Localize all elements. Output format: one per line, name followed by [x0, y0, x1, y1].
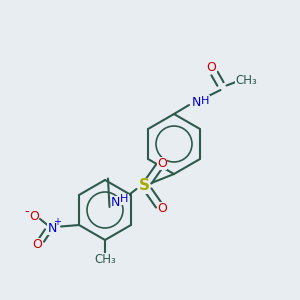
Text: O: O: [157, 157, 167, 170]
Text: N: N: [192, 95, 201, 109]
Text: CH₃: CH₃: [94, 253, 116, 266]
Text: -: -: [24, 205, 29, 218]
Text: O: O: [207, 61, 216, 74]
Text: O: O: [29, 209, 39, 223]
Text: N: N: [111, 196, 120, 209]
Text: H: H: [120, 194, 129, 205]
Text: O: O: [157, 202, 167, 215]
Text: +: +: [53, 217, 62, 227]
Text: N: N: [47, 221, 57, 235]
Text: H: H: [201, 95, 210, 106]
Text: O: O: [32, 238, 42, 251]
Text: S: S: [139, 178, 149, 194]
Text: CH₃: CH₃: [235, 74, 257, 88]
